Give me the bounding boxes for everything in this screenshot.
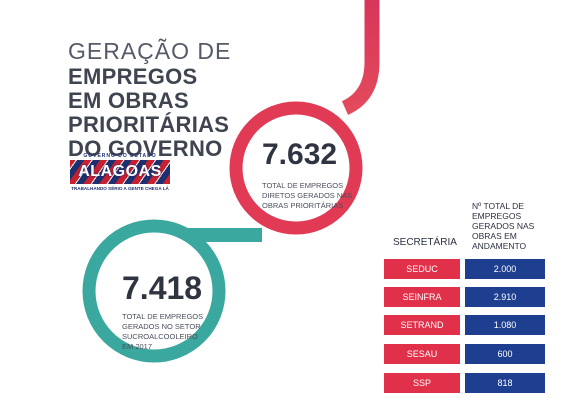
table-header-secretaria: SECRETÁRIA [393,237,457,248]
stat-direct-caption-line-2: DIRETOS GERADOS NAS [262,191,353,200]
row-total: 600 [465,344,545,364]
logo-band: ALAGOAS [70,160,170,184]
stat-sugar-caption-line-4: EM 2017 [122,342,153,351]
red-ring [229,101,363,235]
stat-sugar-caption-line-3: SUCROALCOOLEIRO [122,332,198,341]
title-line-5: DO GOVERNO [68,136,223,161]
stat-sugar-caption-line-2: GERADOS NO SETOR [122,322,201,331]
row-total: 2.910 [465,287,545,307]
row-secretaria: SSP [384,373,460,393]
row-secretaria: SEDUC [384,259,460,279]
table-header-total: Nº TOTAL DE EMPREGOS GERADOS NAS OBRAS E… [472,201,535,251]
row-total: 818 [465,373,545,393]
stat-sugar-caption-line-1: TOTAL DE EMPREGOS [122,312,204,321]
stat-sugar-value: 7.418 [122,270,203,306]
stat-direct-caption-line-3: OBRAS PRIORITÁRIAS [262,201,344,210]
red-connector-line [341,0,380,115]
title-line-1: GERAÇÃO DE [68,38,232,64]
row-secretaria: SEINFRA [384,287,460,307]
logo-name: ALAGOAS [78,163,162,180]
title-line-4: PRIORITÁRIAS [68,112,230,137]
teal-ring [82,219,226,363]
title-line-3: EM OBRAS [68,88,189,113]
logo-slogan: TRABALHANDO SÉRIO A GENTE CHEGA LÁ [71,186,169,191]
row-secretaria: SETRAND [384,315,460,335]
logo-top-text: GOVERNO DO ESTADO [83,153,157,159]
row-secretaria: SESAU [384,344,460,364]
title-line-2: EMPREGOS [68,64,198,89]
stat-direct-caption: TOTAL DE EMPREGOS DIRETOS GERADOS NAS OB… [262,181,352,211]
stat-direct-value: 7.632 [262,138,338,171]
row-total: 1.080 [465,315,545,335]
stat-direct-caption-line-1: TOTAL DE EMPREGOS [262,181,344,190]
row-total: 2.000 [465,259,545,279]
stat-sugar-caption: TOTAL DE EMPREGOS GERADOS NO SETOR SUCRO… [122,312,203,352]
alagoas-logo: GOVERNO DO ESTADO ALAGOAS TRABALHANDO SÉ… [70,153,170,191]
